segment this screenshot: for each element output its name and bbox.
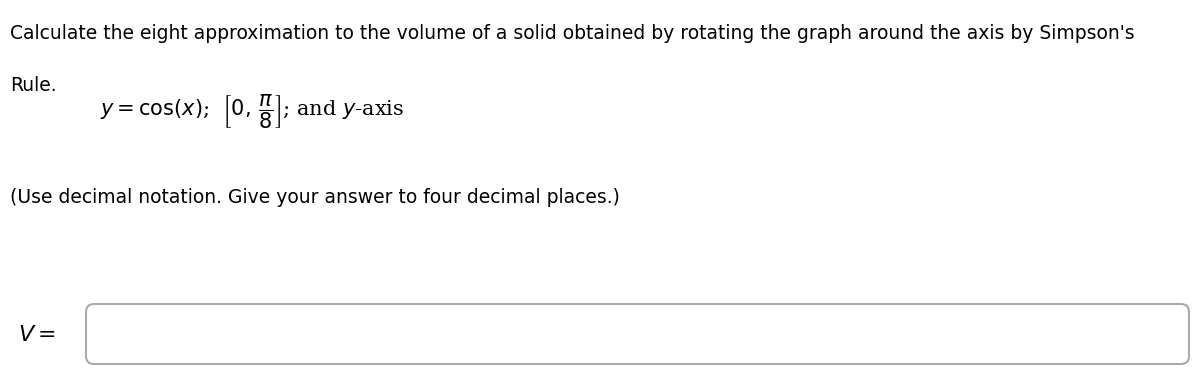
Text: Rule.: Rule. <box>10 76 56 95</box>
Text: $V =$: $V =$ <box>18 324 56 346</box>
FancyBboxPatch shape <box>86 304 1189 364</box>
Text: Calculate the eight approximation to the volume of a solid obtained by rotating : Calculate the eight approximation to the… <box>10 24 1135 43</box>
Text: (Use decimal notation. Give your answer to four decimal places.): (Use decimal notation. Give your answer … <box>10 188 620 207</box>
Text: $y = \cos(x)$;  $\left[0,\, \dfrac{\pi}{8}\right]$; and $y$-axis: $y = \cos(x)$; $\left[0,\, \dfrac{\pi}{8… <box>100 92 404 131</box>
